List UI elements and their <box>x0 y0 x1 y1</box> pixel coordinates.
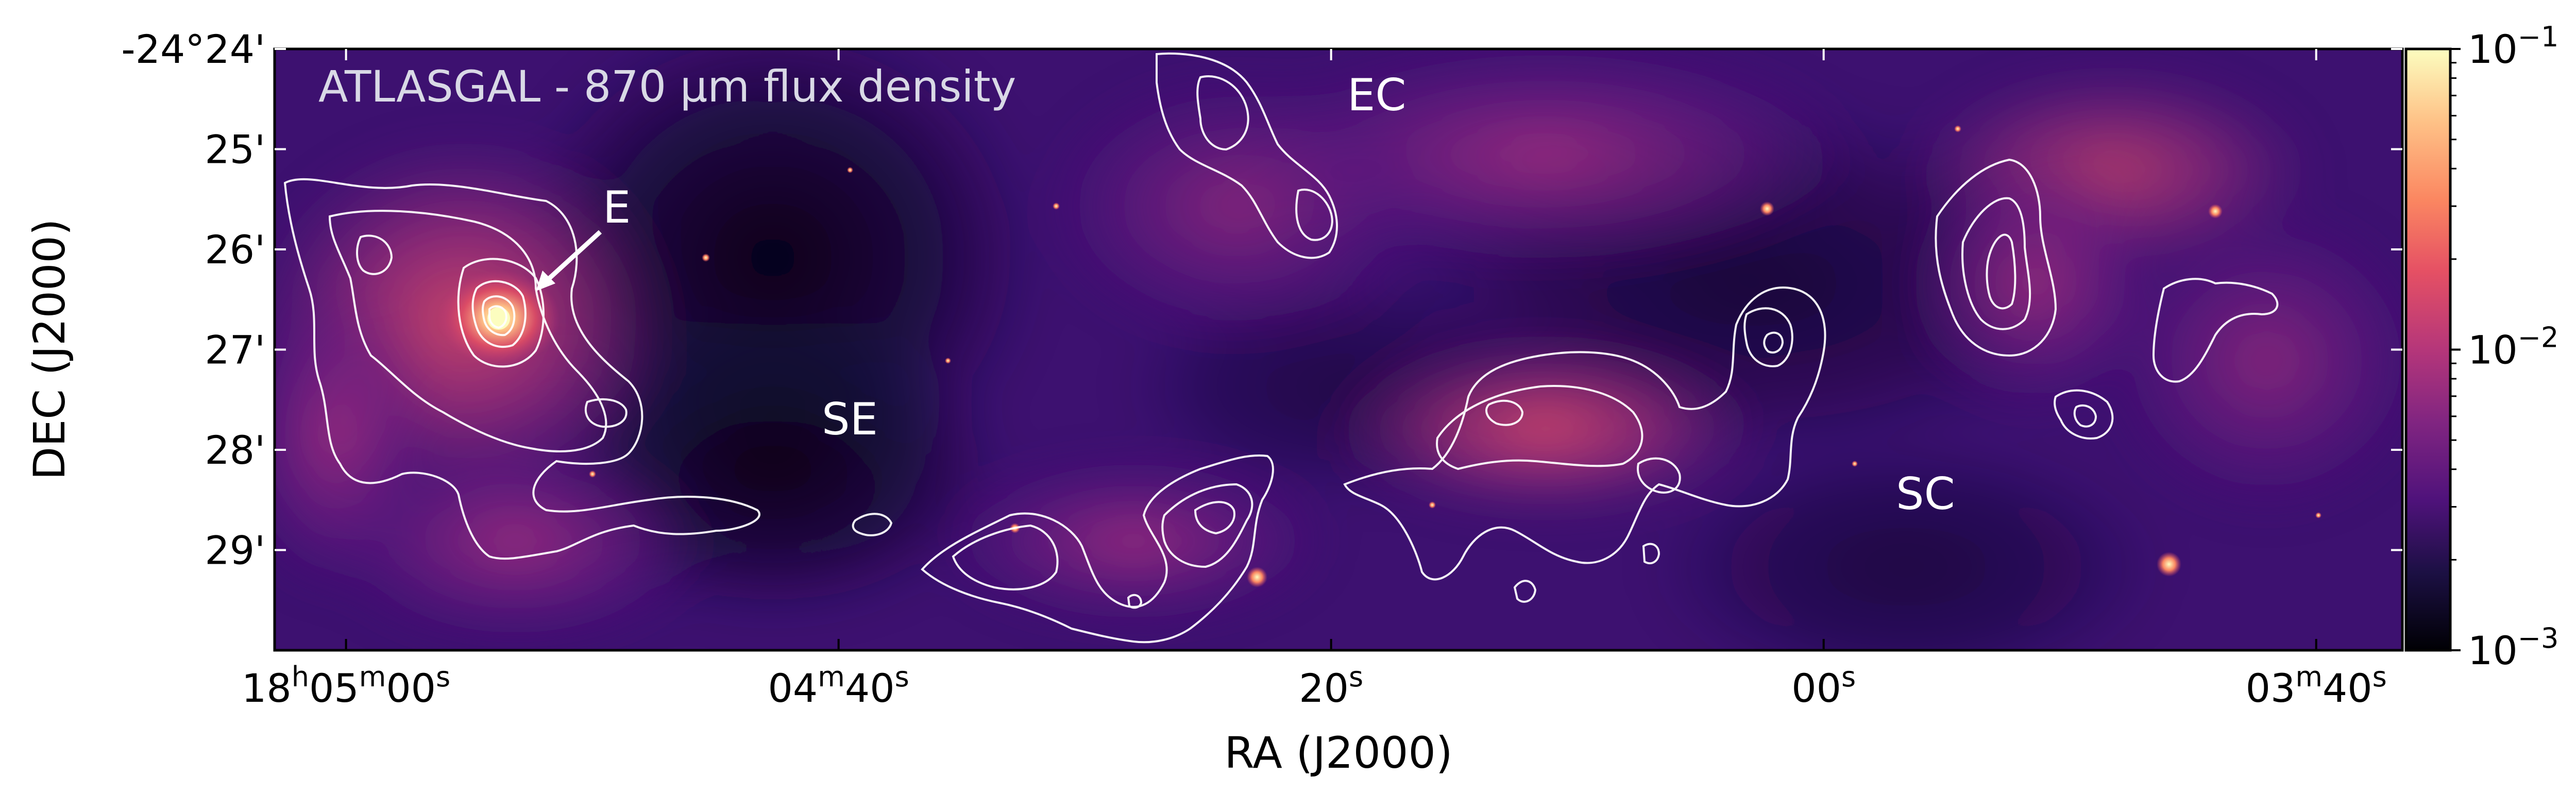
y-tick-label: 29' <box>205 528 265 573</box>
y-tick-label: 27' <box>205 327 265 373</box>
y-tick-label: -24°24' <box>121 26 265 72</box>
y-axis-label: DEC (J2000) <box>24 218 75 480</box>
annotation-se: SE <box>822 394 878 445</box>
map-title: ATLASGAL - 870 μm flux density <box>318 61 1016 112</box>
x-tick-label: 20s​ <box>1299 661 1363 711</box>
map-image <box>275 49 2402 650</box>
x-axis: 18h​05m​00s​ 04m​40s​ 20s​ 00s​ 03m​40s​ <box>242 49 2387 711</box>
annotation-ec: EC <box>1347 70 1406 121</box>
x-axis-label: RA (J2000) <box>1224 728 1452 778</box>
y-axis: -24°24' 25' 26' 27' 28' 29' <box>121 26 2402 573</box>
colorbar-tick-label: 10−2 <box>2468 322 2558 373</box>
colorbar-tick-label: 10−1 <box>2468 21 2558 72</box>
annotation-sc: SC <box>1896 468 1955 520</box>
x-tick-label: 00s​ <box>1791 661 1856 711</box>
annotation-e-arrowhead <box>536 271 555 291</box>
y-tick-label: 28' <box>205 427 265 473</box>
colorbar-ticks: 10−1 10−2 10−3 <box>2450 21 2558 673</box>
colorbar-tick-label: 10−3 <box>2468 622 2558 673</box>
annotation-e-arrow <box>540 230 602 287</box>
x-tick-label: 04m​40s​ <box>768 661 909 711</box>
y-tick-label: 25' <box>205 127 265 173</box>
colorbar-gradient <box>2404 47 2452 652</box>
contours <box>283 52 2279 644</box>
x-tick-label: 03m​40s​ <box>2246 661 2387 711</box>
annotation-e: E <box>603 182 631 233</box>
y-tick-label: 26' <box>205 227 265 273</box>
colorbar: 10−110−210−3 8 μm flux density / Jy px−1 <box>2404 21 2558 673</box>
x-tick-label: 18h​05m​00s​ <box>242 661 450 711</box>
